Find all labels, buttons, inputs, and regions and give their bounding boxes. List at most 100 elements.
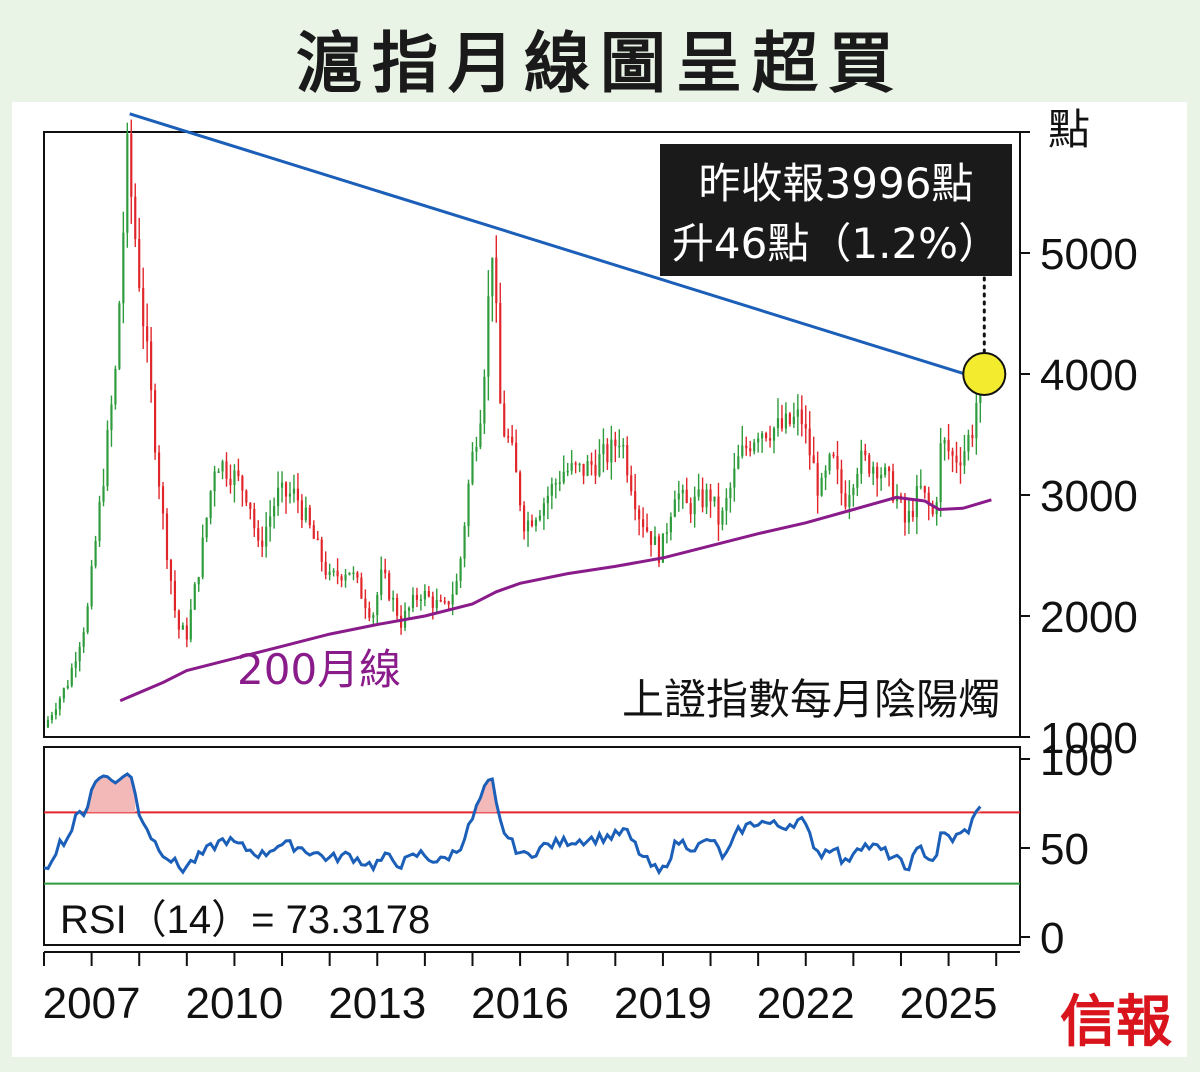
candle-body bbox=[348, 573, 350, 575]
candle-body bbox=[741, 446, 743, 457]
candle-body bbox=[749, 448, 751, 451]
candle-body bbox=[265, 527, 267, 547]
candle-body bbox=[170, 560, 172, 581]
candle-body bbox=[337, 571, 339, 577]
candle-body bbox=[206, 518, 208, 537]
candle-body bbox=[975, 403, 977, 438]
candle-body bbox=[388, 573, 390, 599]
candle-body bbox=[356, 573, 358, 578]
candle-body bbox=[456, 581, 458, 594]
candle-body bbox=[491, 258, 493, 297]
candle-body bbox=[503, 403, 505, 436]
candle-body bbox=[130, 134, 132, 197]
candle-body bbox=[963, 451, 965, 465]
candle-body bbox=[229, 479, 231, 485]
candle-body bbox=[333, 571, 335, 573]
candle-body bbox=[817, 463, 819, 496]
candle-body bbox=[519, 472, 521, 505]
candle-body bbox=[951, 451, 953, 455]
candle-body bbox=[436, 600, 438, 608]
candle-body bbox=[83, 632, 85, 647]
x-tick-label: 2016 bbox=[471, 979, 569, 1028]
candle-body bbox=[880, 475, 882, 478]
candle-body bbox=[944, 440, 946, 443]
candle-body bbox=[543, 503, 545, 515]
candle-body bbox=[51, 715, 53, 720]
candle-body bbox=[638, 509, 640, 519]
candle-body bbox=[955, 456, 957, 463]
series-label: 上證指數每月陰陽燭 bbox=[622, 675, 1000, 724]
candle-body bbox=[376, 595, 378, 615]
candle-body bbox=[686, 490, 688, 503]
candle-body bbox=[499, 303, 501, 403]
candle-body bbox=[690, 503, 692, 514]
candle-body bbox=[297, 489, 299, 501]
candle-body bbox=[602, 444, 604, 454]
candle-body bbox=[507, 436, 509, 438]
candle-body bbox=[646, 527, 648, 531]
candle-body bbox=[551, 484, 553, 496]
candle-body bbox=[828, 454, 830, 470]
candle-body bbox=[947, 440, 949, 451]
candle-body bbox=[872, 467, 874, 474]
rsi-label: RSI（14）= 73.3178 bbox=[60, 898, 430, 942]
candle-body bbox=[313, 525, 315, 539]
candle-body bbox=[372, 615, 374, 618]
y-unit-label: 點 bbox=[1048, 105, 1090, 154]
candle-body bbox=[781, 418, 783, 428]
candle-body bbox=[495, 258, 497, 303]
candle-body bbox=[555, 483, 557, 485]
candle-body bbox=[166, 514, 168, 561]
candle-body bbox=[249, 503, 251, 509]
candle-body bbox=[844, 493, 846, 507]
candle-body bbox=[678, 493, 680, 499]
candle-body bbox=[245, 491, 247, 503]
candle-body bbox=[769, 438, 771, 440]
candle-body bbox=[745, 446, 747, 449]
candle-body bbox=[329, 572, 331, 575]
candle-body bbox=[761, 433, 763, 438]
candle-body bbox=[725, 498, 727, 511]
candle-body bbox=[150, 341, 152, 390]
candle-body bbox=[416, 595, 418, 600]
candle-body bbox=[217, 471, 219, 473]
candle-body bbox=[531, 520, 533, 526]
candle-body bbox=[483, 377, 485, 424]
candle-body bbox=[702, 489, 704, 507]
candle-body bbox=[785, 414, 787, 429]
candle-body bbox=[654, 536, 656, 544]
candle-body bbox=[920, 486, 922, 488]
chart-svg: 1000 2000 3000 4000 5000 點 0 50 100 2007 2010 2013 2… bbox=[12, 102, 1187, 1057]
candle-body bbox=[579, 464, 581, 466]
candle-body bbox=[809, 429, 811, 456]
candle-body bbox=[674, 499, 676, 516]
candle-body bbox=[261, 541, 263, 547]
candle-body bbox=[797, 409, 799, 416]
candle-body bbox=[709, 490, 711, 502]
candle-body bbox=[876, 467, 878, 479]
candle-body bbox=[142, 288, 144, 326]
candle-body bbox=[670, 517, 672, 532]
candle-body bbox=[467, 484, 469, 527]
candle-body bbox=[285, 483, 287, 497]
candle-body bbox=[59, 698, 61, 709]
candle-body bbox=[848, 495, 850, 507]
candle-body bbox=[888, 467, 890, 471]
highlight-circle bbox=[963, 353, 1005, 395]
rsi-y-tick-label: 100 bbox=[1040, 736, 1113, 785]
candle-body bbox=[71, 668, 73, 686]
y-tick-label: 2000 bbox=[1040, 593, 1138, 642]
candle-body bbox=[186, 625, 188, 639]
candle-body bbox=[487, 296, 489, 376]
candle-body bbox=[202, 537, 204, 577]
candle-body bbox=[471, 452, 473, 484]
candle-body bbox=[277, 488, 279, 506]
x-tick-label: 2013 bbox=[328, 979, 426, 1028]
candle-body bbox=[344, 575, 346, 581]
candle-body bbox=[94, 541, 96, 566]
candle-body bbox=[575, 463, 577, 465]
callout-line-1: 昨收報3996點 bbox=[699, 159, 974, 208]
candle-body bbox=[527, 520, 529, 531]
callout-line-2: 升46點（1.2%） bbox=[672, 219, 1000, 268]
candle-body bbox=[384, 570, 386, 574]
